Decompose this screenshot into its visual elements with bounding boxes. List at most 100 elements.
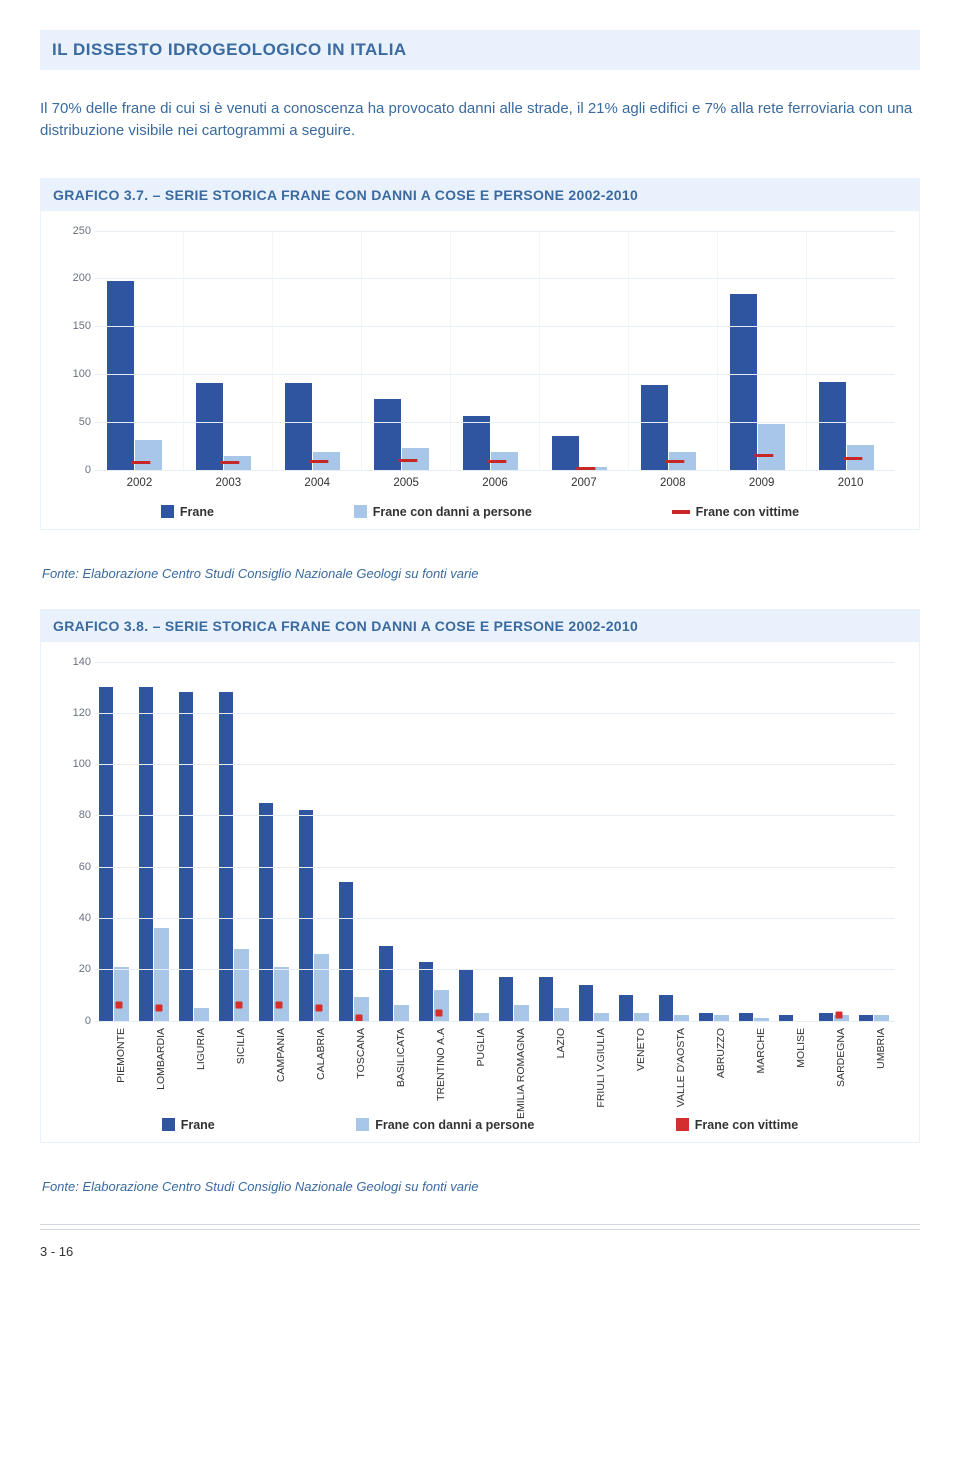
- bar-frane: [374, 399, 400, 470]
- legend-swatch-danni: [354, 505, 367, 518]
- y-axis-label: 80: [61, 809, 91, 821]
- y-axis-label: 20: [61, 963, 91, 975]
- bar-frane: [730, 294, 756, 470]
- chart-1-title: GRAFICO 3.7. – SERIE STORICA FRANE CON D…: [41, 179, 919, 211]
- y-axis-label: 120: [61, 707, 91, 719]
- bar-group: [455, 662, 495, 1021]
- chart-2-body: 020406080100120140 PIEMONTELOMBARDIALIGU…: [41, 642, 919, 1142]
- bar-danni: [274, 967, 288, 1021]
- gridline: [95, 662, 895, 663]
- y-axis-label: 0: [61, 1015, 91, 1027]
- bar-group: [295, 662, 335, 1021]
- bar-group: [855, 662, 895, 1021]
- bar-frane: [619, 995, 633, 1021]
- legend-label-vittime: Frane con vittime: [696, 505, 800, 519]
- bar-frane: [499, 977, 513, 1021]
- legend-item-danni: Frane con danni a persone: [356, 1118, 534, 1132]
- x-axis-label: LIGURIA: [195, 1028, 207, 1070]
- chart-2-legend: Frane Frane con danni a persone Frane co…: [61, 1118, 899, 1132]
- bar-frane: [419, 962, 433, 1021]
- gridline: [95, 867, 895, 868]
- bar-frane: [219, 692, 233, 1020]
- marker-vittime-dot: [276, 1002, 283, 1009]
- bar-frane: [659, 995, 673, 1021]
- legend-item-frane: Frane: [162, 1118, 215, 1132]
- bar-danni: [234, 949, 248, 1021]
- chart-2-x-axis: PIEMONTELOMBARDIALIGURIASICILIACAMPANIAC…: [95, 1022, 895, 1102]
- bar-group: [495, 662, 535, 1021]
- chart-2-plot-area: 020406080100120140: [95, 662, 895, 1022]
- y-axis-label: 200: [61, 272, 91, 284]
- bar-danni: [634, 1013, 648, 1021]
- x-axis-label: CALABRIA: [315, 1028, 327, 1080]
- x-axis-label: 2005: [362, 471, 451, 489]
- marker-vittime: [754, 454, 773, 457]
- x-axis-label: CAMPANIA: [275, 1028, 287, 1082]
- legend-item-danni: Frane con danni a persone: [354, 505, 532, 519]
- bar-frane: [641, 385, 667, 469]
- bar-group: [775, 662, 815, 1021]
- x-axis-label: TRENTINO A.A: [435, 1028, 447, 1101]
- legend-label-danni: Frane con danni a persone: [375, 1118, 534, 1132]
- marker-vittime: [843, 457, 862, 460]
- y-axis-label: 40: [61, 912, 91, 924]
- x-axis-label: BASILICATA: [395, 1028, 407, 1087]
- gridline: [95, 374, 895, 375]
- marker-vittime-dot: [436, 1009, 443, 1016]
- x-axis-label: 2010: [806, 471, 895, 489]
- bar-group: [135, 662, 175, 1021]
- chart-2-title: GRAFICO 3.8. – SERIE STORICA FRANE CON D…: [41, 610, 919, 642]
- chart-1-plot-area: 050100150200250: [95, 231, 895, 471]
- legend-label-frane: Frane: [181, 1118, 215, 1132]
- marker-vittime-dot: [236, 1002, 243, 1009]
- marker-vittime: [220, 461, 239, 464]
- bar-group: [807, 231, 895, 470]
- x-axis-label: 2002: [95, 471, 184, 489]
- page-footer: 3 - 16: [40, 1224, 920, 1259]
- marker-vittime: [487, 460, 506, 463]
- legend-label-frane: Frane: [180, 505, 214, 519]
- bar-danni: [594, 1013, 608, 1021]
- legend-swatch-danni: [356, 1118, 369, 1131]
- y-axis-label: 140: [61, 656, 91, 668]
- y-axis-label: 100: [61, 758, 91, 770]
- y-axis-label: 0: [61, 464, 91, 476]
- bar-frane: [539, 977, 553, 1021]
- x-axis-label: 2003: [184, 471, 273, 489]
- gridline: [95, 326, 895, 327]
- x-axis-label: 2006: [451, 471, 540, 489]
- bar-group: [175, 662, 215, 1021]
- bar-group: [415, 662, 455, 1021]
- y-axis-label: 100: [61, 368, 91, 380]
- x-axis-label: 2007: [539, 471, 628, 489]
- legend-label-vittime: Frane con vittime: [695, 1118, 799, 1132]
- bar-frane: [107, 281, 133, 469]
- x-axis-label: LAZIO: [555, 1028, 567, 1058]
- marker-vittime: [665, 460, 684, 463]
- x-axis-label: ABRUZZO: [715, 1028, 727, 1078]
- bar-danni: [114, 967, 128, 1021]
- marker-vittime-dot: [116, 1002, 123, 1009]
- x-axis-label: FRIULI V.GIULIA: [595, 1028, 607, 1108]
- x-axis-label: LOMBARDIA: [155, 1028, 167, 1090]
- bar-frane: [179, 692, 193, 1020]
- x-axis-label: 2004: [273, 471, 362, 489]
- page-title: IL DISSESTO IDROGEOLOGICO IN ITALIA: [40, 30, 920, 70]
- intro-paragraph: Il 70% delle frane di cui si è venuti a …: [40, 98, 920, 142]
- bar-danni: [194, 1008, 208, 1021]
- bar-group: [815, 662, 855, 1021]
- bar-frane: [739, 1013, 753, 1021]
- x-axis-label: 2008: [628, 471, 717, 489]
- bar-group: [362, 231, 451, 470]
- bar-danni: [758, 424, 784, 470]
- x-axis-label: VENETO: [635, 1028, 647, 1071]
- bar-frane: [379, 946, 393, 1020]
- bar-group: [575, 662, 615, 1021]
- marker-vittime: [398, 459, 417, 462]
- x-axis-label: TOSCANA: [355, 1028, 367, 1079]
- x-axis-label: EMILIA ROMAGNA: [515, 1028, 527, 1119]
- bar-group: [451, 231, 540, 470]
- bar-frane: [139, 687, 153, 1020]
- marker-vittime-dot: [156, 1004, 163, 1011]
- chart-2-source: Fonte: Elaborazione Centro Studi Consigl…: [42, 1179, 920, 1194]
